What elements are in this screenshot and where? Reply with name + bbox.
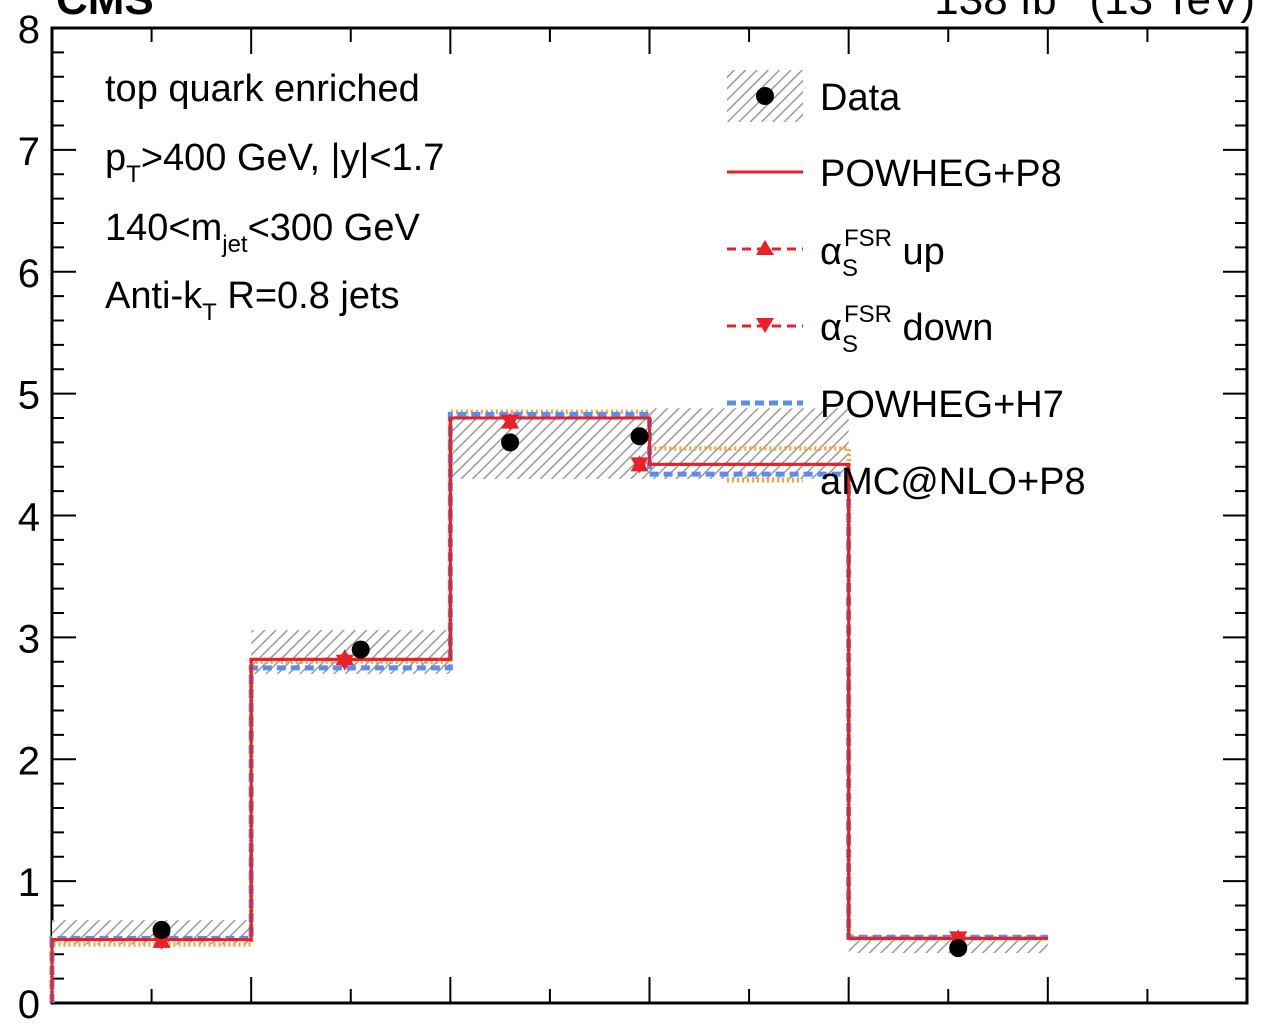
jet-algo-label: Anti-kT R=0.8 jets: [105, 275, 400, 326]
data-point: [630, 427, 649, 446]
data-band-bin: [450, 415, 650, 479]
data-point: [501, 433, 520, 452]
lumi-value: 138 fb: [934, 0, 1056, 24]
legend-entry-powheg-p8: POWHEG+P8: [727, 153, 1062, 195]
legend-entry-fsr-down: αSFSR down: [727, 301, 993, 358]
mc-histograms: [49, 409, 1048, 1003]
legend-label-fsr-up: αSFSR up: [820, 225, 945, 282]
experiment-label: CMS: [56, 0, 154, 24]
y-tick-label: 7: [18, 130, 40, 174]
data-points: [152, 427, 968, 958]
y-tick-label: 0: [18, 983, 40, 1027]
marker-triangle-down: [152, 933, 171, 950]
pt-cut-label: pT>400 GeV, |y|<1.7: [105, 137, 444, 188]
histogram--s-fsr-up: [50, 416, 1048, 1003]
data-band-bin: [848, 939, 1048, 954]
data-point: [351, 640, 370, 659]
legend-entry-fsr-up: αSFSR up: [727, 225, 945, 282]
y-tick-label: 4: [18, 496, 40, 540]
legend-label-powheg-p8: POWHEG+P8: [820, 153, 1062, 195]
lumi-exponent: -1: [1057, 0, 1082, 2]
data-point: [152, 920, 171, 939]
selection-label: top quark enriched: [105, 68, 420, 110]
legend-label-powheg-h7: POWHEG+H7: [820, 384, 1064, 426]
axes: 0 1 2 3 4 5 6 7 8: [18, 8, 1249, 1027]
marker-triangle-down: [335, 654, 354, 671]
histogram-amc-nlo-p8: [49, 409, 1048, 1003]
legend-marker-fsr-up: [756, 240, 774, 255]
y-tick-label: 2: [18, 739, 40, 783]
y-tick-label: 8: [18, 8, 40, 52]
y-tick-label: 5: [18, 374, 40, 418]
data-band-bin: [649, 408, 849, 479]
y-tick-label: 1: [18, 861, 40, 905]
legend-entry-data: Data: [727, 70, 901, 122]
legend-entry-powheg-h7: POWHEG+H7: [727, 384, 1064, 426]
legend-label-fsr-down: αSFSR down: [820, 301, 993, 358]
legend-entry-amcnlo-p8: aMC@NLO+P8: [727, 461, 1086, 503]
y-tick-label: 6: [18, 252, 40, 296]
y-tick-label: 3: [18, 617, 40, 661]
data-point: [949, 939, 968, 958]
mjet-cut-label: 140<mjet<300 GeV: [105, 207, 420, 258]
histogram-powheg-p8: [50, 416, 1048, 1003]
annotation-block: top quark enriched pT>400 GeV, |y|<1.7 1…: [105, 68, 444, 326]
legend-label-amcnlo-p8: aMC@NLO+P8: [820, 461, 1086, 503]
legend-marker-data: [756, 87, 774, 105]
marker-triangle-down: [501, 414, 520, 431]
marker-triangle-down: [630, 457, 649, 474]
energy-value: (13 TeV): [1090, 0, 1256, 24]
legend-label-data: Data: [820, 77, 901, 119]
luminosity-label: 138 fb-1 (13 TeV): [934, 0, 1255, 24]
histogram--s-fsr-down: [50, 416, 1048, 1003]
legend-marker-fsr-down: [756, 318, 774, 333]
legend: Data POWHEG+P8 αSFSR up αSFSR down POWHE…: [727, 70, 1086, 503]
